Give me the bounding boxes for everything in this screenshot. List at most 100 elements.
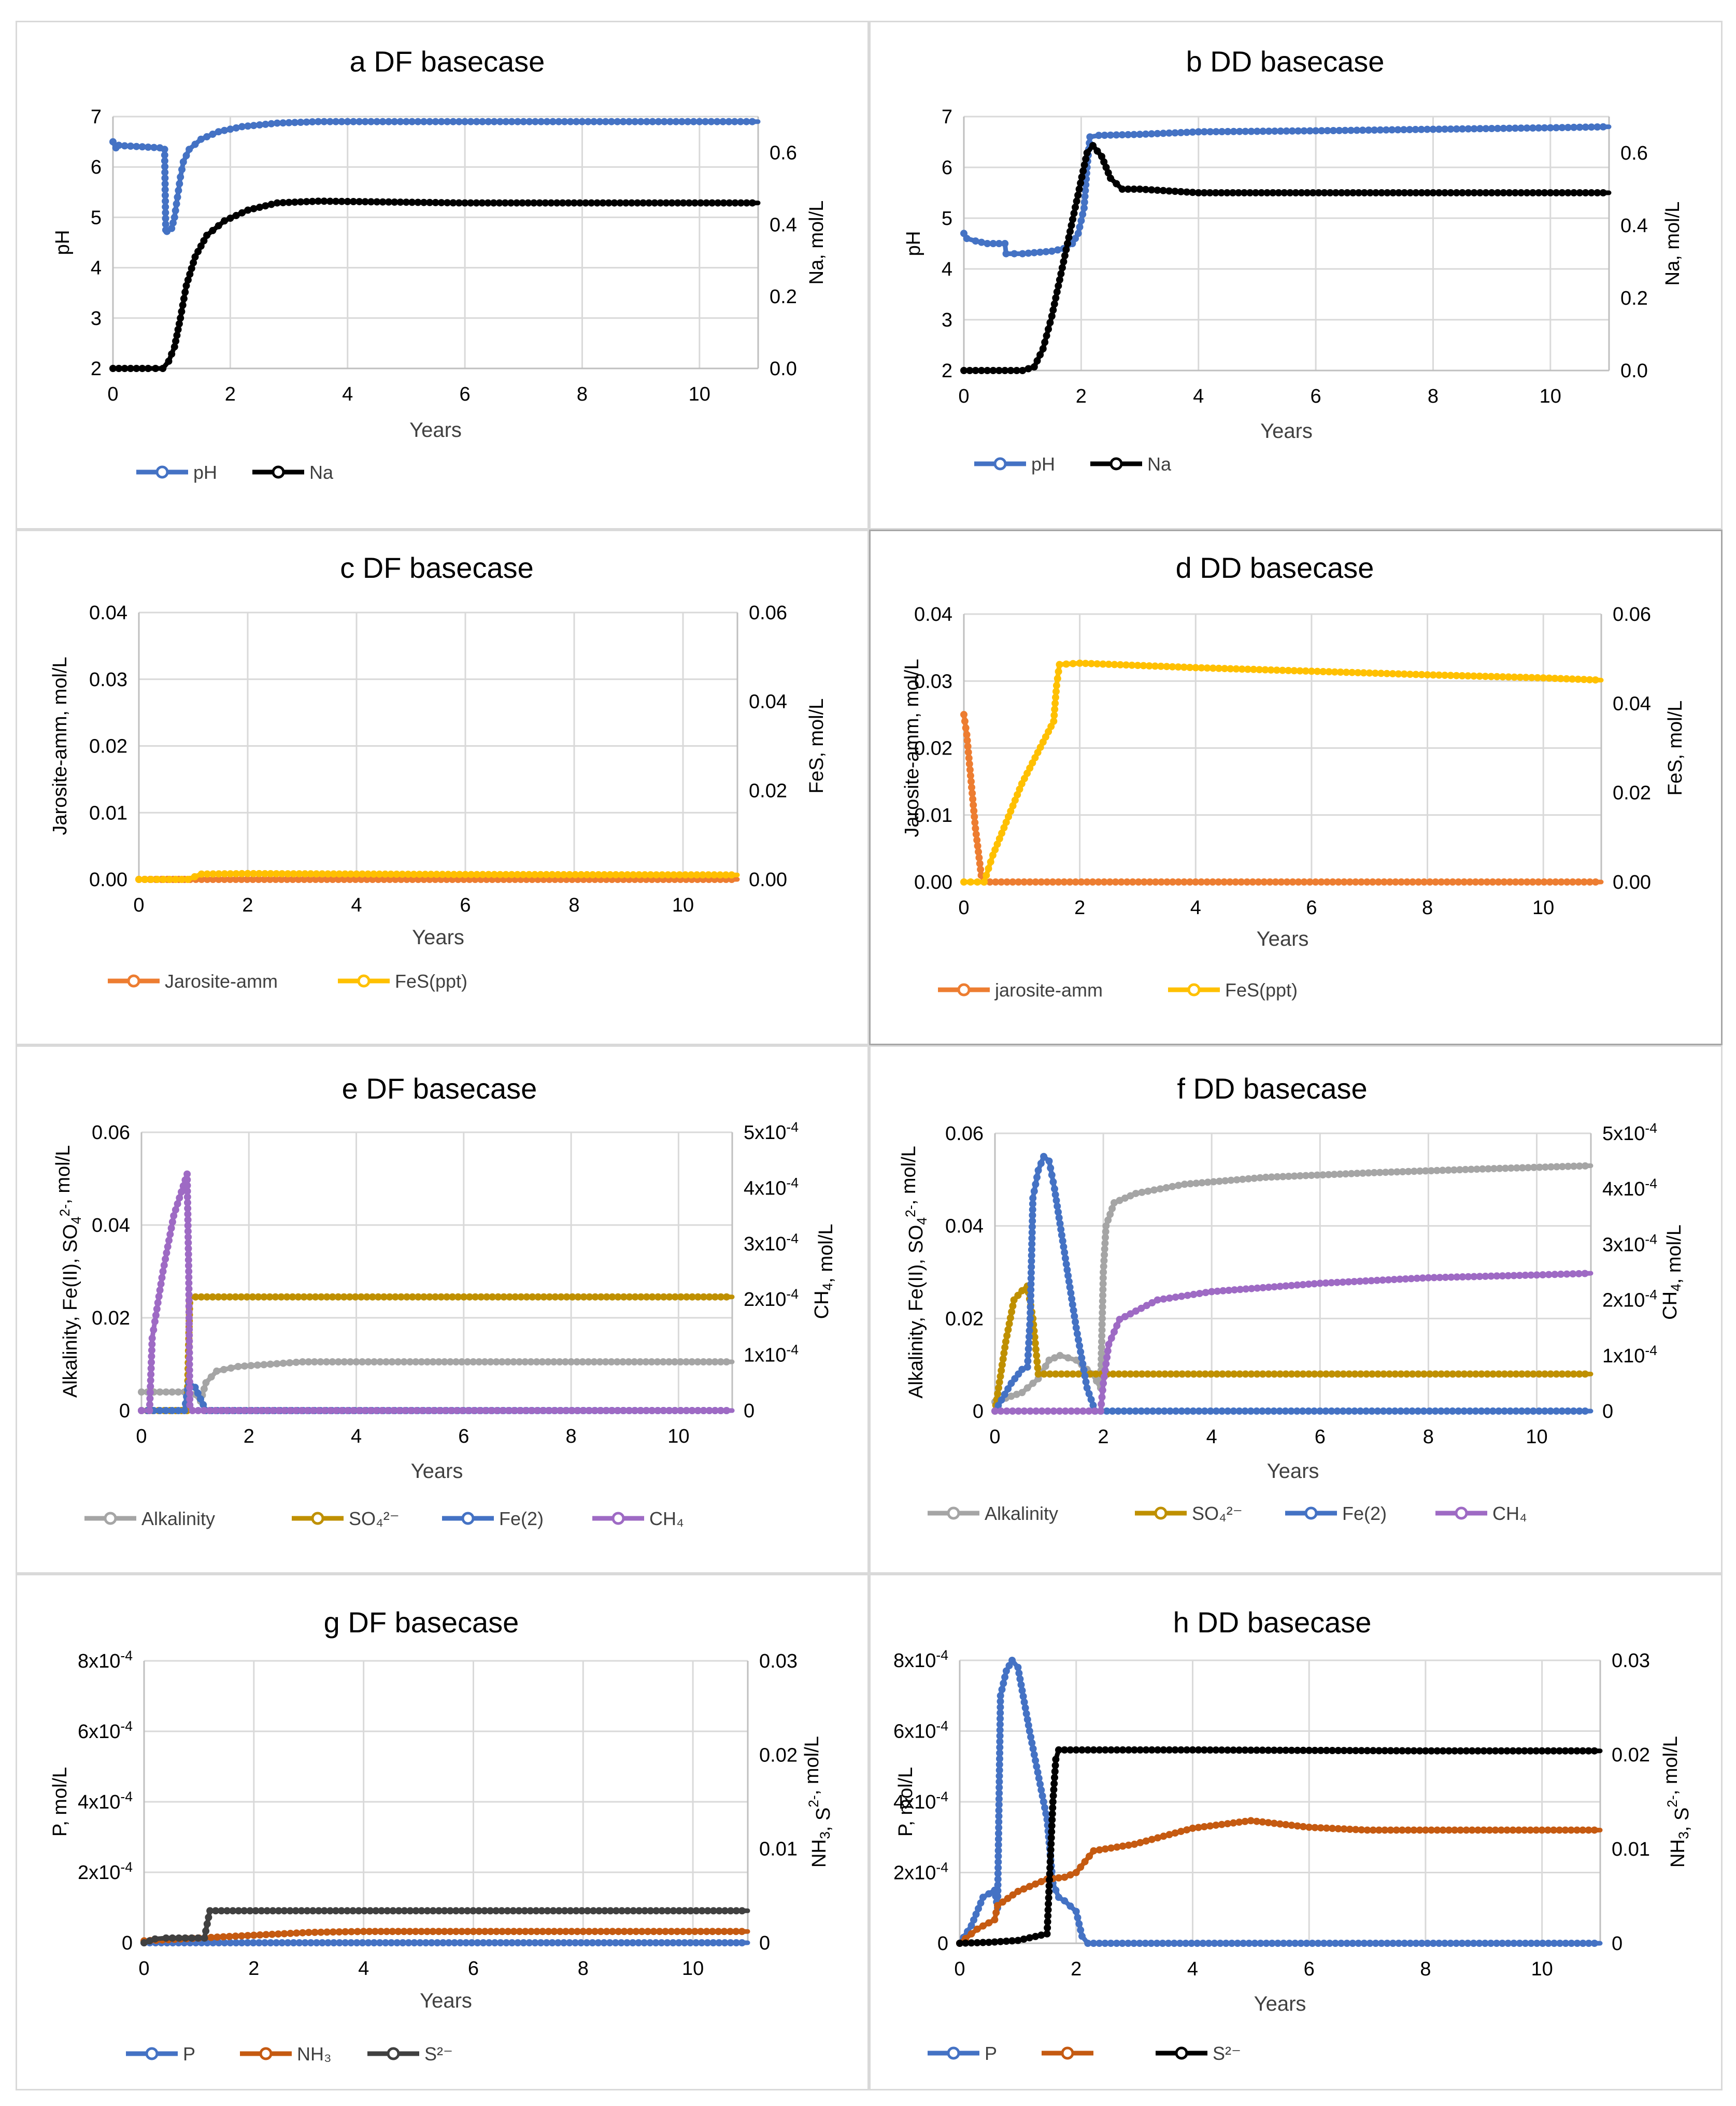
y-tick-label: 0.03: [89, 669, 127, 691]
data-point: [962, 1939, 970, 1947]
data-point: [1184, 1291, 1191, 1299]
data-point: [1102, 1234, 1109, 1241]
data-point: [1080, 198, 1088, 206]
data-point: [972, 824, 979, 832]
data-point: [371, 1358, 378, 1365]
data-point: [1533, 1271, 1541, 1279]
chart-f: f DD basecase 0 2 4 6 8 10 0 0.02 0.04 0.06 0 1x10-…: [898, 1072, 1685, 1524]
y2-tick-label: 1x10-4: [1602, 1343, 1657, 1367]
data-point: [1279, 1940, 1287, 1947]
data-point: [1299, 1746, 1307, 1754]
data-point: [1049, 1804, 1057, 1812]
data-point: [1086, 1853, 1093, 1860]
data-point: [174, 326, 182, 333]
legend-item: P: [126, 2043, 195, 2065]
data-point: [1040, 1370, 1048, 1378]
legend-label: FeS(ppt): [395, 971, 467, 992]
data-point: [1218, 128, 1226, 135]
x-tick-label: 0: [138, 1958, 149, 1980]
data-point: [186, 146, 193, 153]
data-point: [1061, 1249, 1069, 1256]
data-point: [1453, 125, 1460, 133]
data-point: [1223, 1746, 1231, 1754]
data-point: [496, 118, 504, 125]
data-point: [1072, 1318, 1079, 1326]
data-point: [666, 118, 674, 125]
data-point: [1101, 1240, 1109, 1247]
data-point: [214, 1933, 221, 1941]
data-point: [1424, 125, 1431, 133]
data-point: [1200, 1746, 1208, 1754]
data-point: [280, 1930, 288, 1938]
data-point: [168, 1218, 176, 1226]
data-point: [1585, 1826, 1592, 1834]
data-point: [584, 118, 592, 125]
data-point: [1140, 662, 1147, 670]
data-point: [1003, 1407, 1011, 1415]
legend-swatch-marker: [947, 1506, 960, 1520]
data-point: [1563, 1270, 1571, 1278]
data-point: [273, 199, 281, 207]
data-point: [1360, 669, 1368, 677]
data-point: [382, 1358, 390, 1365]
data-point: [220, 1365, 227, 1373]
data-point: [1036, 351, 1044, 359]
legend-item: S²⁻: [1156, 2043, 1241, 2064]
data-point: [1404, 1747, 1412, 1755]
data-point: [514, 118, 521, 125]
data-point: [1097, 1407, 1104, 1415]
data-point: [614, 118, 621, 125]
data-point: [1183, 1746, 1191, 1754]
data-point: [1159, 187, 1167, 194]
data-point: [1590, 1940, 1598, 1947]
data-point: [1050, 717, 1058, 725]
y-tick-label: 7: [942, 106, 952, 128]
data-point: [178, 1188, 185, 1196]
data-point: [238, 870, 246, 877]
data-point: [273, 1360, 281, 1368]
data-point: [203, 1920, 211, 1928]
data-point: [1042, 1362, 1049, 1370]
y2-tick-label: 0.2: [1620, 288, 1648, 309]
y2-tick-label: 0.01: [759, 1839, 798, 1860]
data-point: [1124, 131, 1132, 138]
legend-item: FeS(ppt): [338, 971, 467, 992]
legend-label: Alkalinity: [141, 1508, 215, 1529]
data-point: [1522, 674, 1530, 681]
data-point: [590, 118, 598, 125]
x-tick-label: 6: [1304, 1958, 1315, 1980]
data-point: [180, 1407, 188, 1414]
data-point: [1534, 674, 1541, 681]
data-point: [1151, 662, 1159, 670]
data-point: [1271, 127, 1278, 135]
data-point: [1482, 125, 1490, 133]
data-point: [178, 308, 186, 316]
data-point: [1093, 660, 1101, 668]
data-point: [174, 1200, 181, 1208]
data-point: [1538, 1826, 1546, 1834]
data-point: [1285, 666, 1292, 674]
data-point: [1293, 1746, 1301, 1754]
data-point: [1493, 673, 1501, 680]
legend-label: Na: [1147, 453, 1172, 475]
y2-tick-label: 5x10-4: [744, 1119, 799, 1144]
y-tick-label: 2x10-4: [78, 1859, 133, 1884]
y-tick-label: 0.06: [92, 1122, 130, 1144]
data-point: [1136, 186, 1144, 193]
data-point: [1014, 1663, 1022, 1671]
data-point: [1491, 1747, 1499, 1755]
data-point: [157, 1280, 165, 1288]
data-point: [989, 240, 997, 247]
x-tick-label: 2: [1071, 1958, 1082, 1980]
data-point: [109, 138, 117, 146]
data-point: [1044, 1407, 1051, 1415]
panel-c: c DF basecase 0 2 4 6 8 10 0.00 0.01 0.02 0.03 0.0…: [16, 530, 869, 1045]
data-point: [1098, 1344, 1105, 1351]
data-point: [238, 123, 246, 131]
data-point: [1212, 1746, 1220, 1754]
data-point: [232, 124, 240, 132]
data-point: [1441, 672, 1449, 679]
y2-tick-label: 0: [744, 1400, 755, 1422]
legend-label: SO₄²⁻: [1192, 1503, 1243, 1524]
